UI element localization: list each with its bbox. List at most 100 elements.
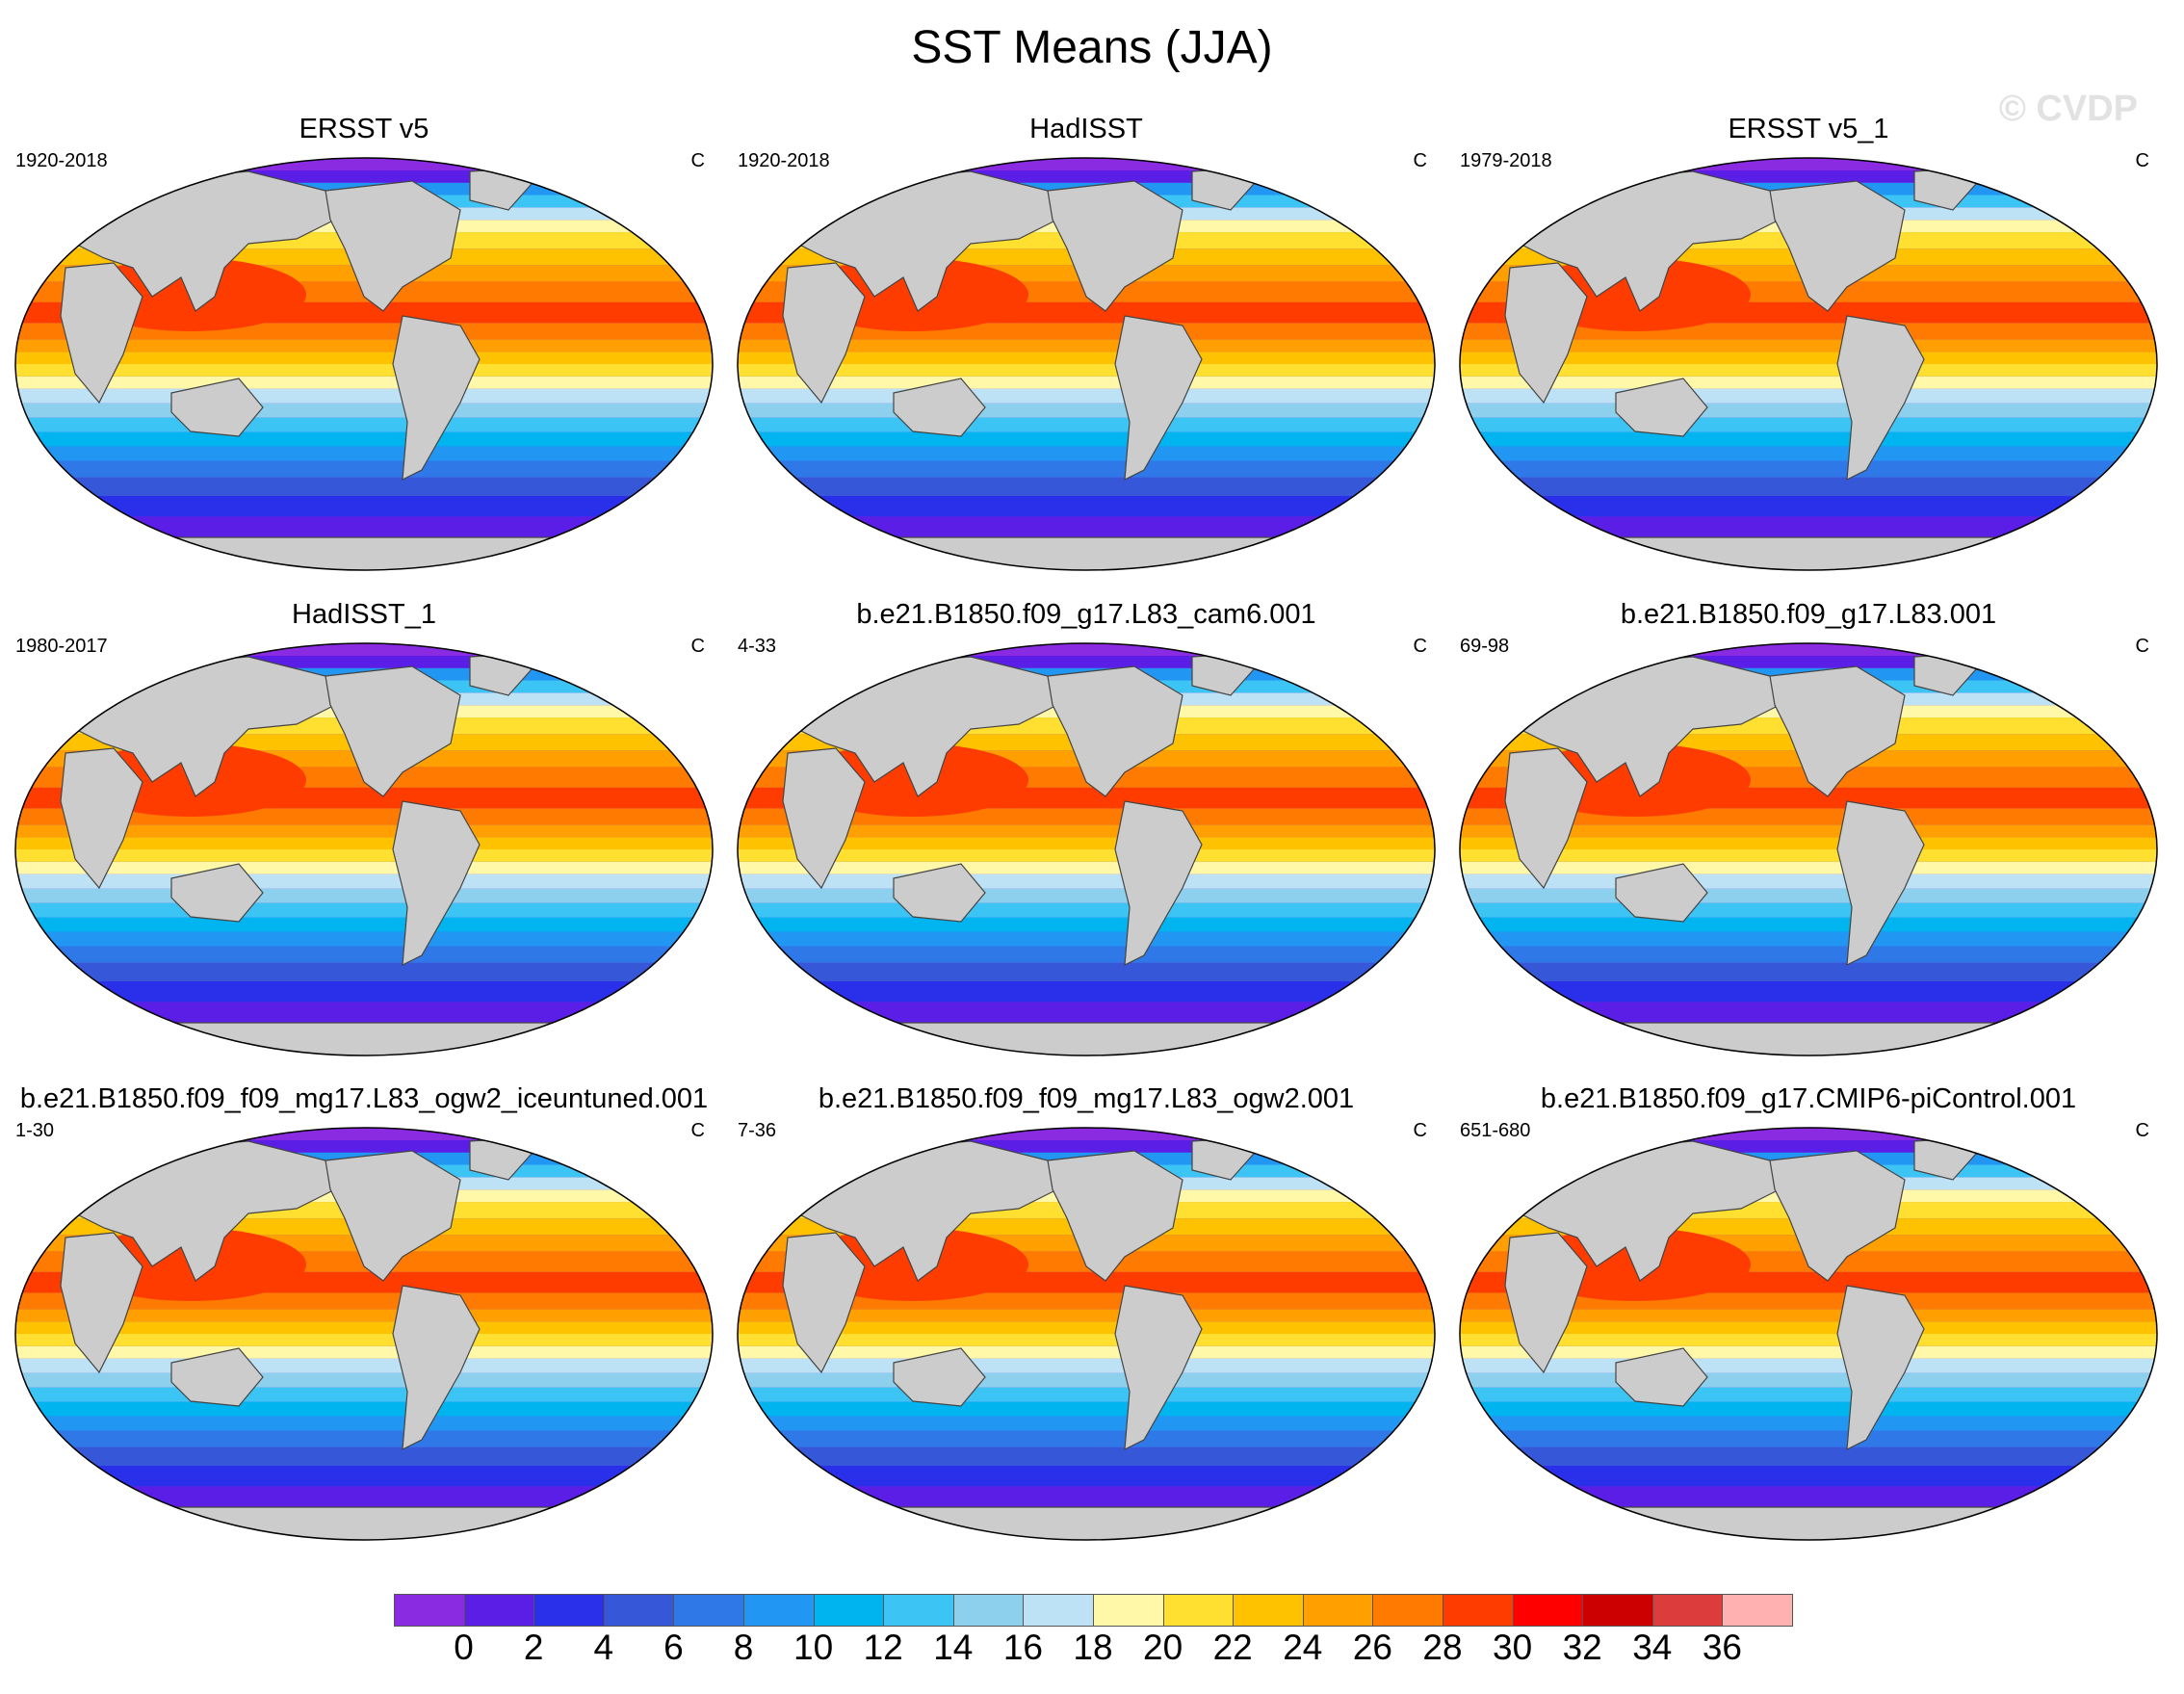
land-mass	[893, 378, 986, 437]
sst-band	[15, 1401, 713, 1417]
colorbar-label: 26	[1352, 1628, 1392, 1667]
sst-band	[738, 849, 1435, 862]
sst-band	[738, 446, 1435, 461]
sst-band	[15, 931, 713, 947]
sst-band	[1460, 403, 2157, 418]
sst-band	[15, 917, 713, 932]
sst-band	[15, 1387, 713, 1402]
colorbar-label: 12	[863, 1628, 903, 1667]
sst-band	[15, 376, 713, 389]
sst-map	[1459, 642, 2158, 1056]
panel-units: C	[690, 636, 705, 657]
land-mass	[170, 863, 264, 923]
sst-band	[1460, 446, 2157, 461]
map-panel: b.e21.B1850.f09_f09_mg17.L83_ogw2_iceunt…	[8, 1083, 720, 1546]
sst-map	[1459, 1127, 2158, 1541]
land-mass	[893, 863, 986, 923]
sst-band	[15, 902, 713, 918]
map-panel: HadISST_1 1980-2017 C	[8, 599, 720, 1061]
sst-band	[738, 1334, 1435, 1346]
map-panel: b.e21.B1850.f09_g17.CMIP6-piControl.001 6…	[1452, 1083, 2165, 1546]
sst-band	[1460, 1465, 2157, 1487]
sst-band	[15, 158, 713, 170]
sst-band	[738, 417, 1435, 432]
sst-band	[1460, 1358, 2157, 1373]
sst-band	[738, 169, 1435, 183]
sst-band	[738, 1358, 1435, 1373]
land-mass	[1504, 1232, 1588, 1374]
map-border	[14, 1127, 714, 1541]
sst-band	[738, 1387, 1435, 1402]
colorbar-label: 0	[454, 1628, 474, 1667]
sst-band	[738, 1401, 1435, 1417]
land-mass	[1504, 262, 1588, 404]
panel-title: b.e21.B1850.f09_f09_mg17.L83_ogw2_iceunt…	[19, 1083, 709, 1114]
sst-band	[15, 460, 713, 478]
sst-band	[738, 1416, 1435, 1431]
map-panel: ERSST v5 1920-2018 C	[8, 114, 720, 576]
sst-map	[14, 157, 714, 571]
panel-units: C	[1413, 1120, 1427, 1141]
sst-map	[737, 642, 1436, 1056]
sst-band	[1460, 1139, 2157, 1153]
sst-band	[15, 431, 713, 447]
sst-band	[738, 1430, 1435, 1447]
colorbar-label: 36	[1702, 1628, 1742, 1667]
map-panel: b.e21.B1850.f09_g17.L83_cam6.001 4-33 C	[730, 599, 1443, 1061]
land-mass	[1047, 665, 1183, 797]
land-mass	[1047, 1150, 1183, 1282]
sst-band	[738, 873, 1435, 889]
colorbar-box	[1093, 1594, 1164, 1627]
panel-years: 7-36	[738, 1120, 777, 1141]
sst-band	[738, 1345, 1435, 1359]
panel-years: 4-33	[738, 636, 777, 657]
sst-band	[738, 158, 1435, 170]
sst-band	[15, 1334, 713, 1346]
sst-band	[738, 655, 1435, 668]
land-mass	[392, 315, 481, 482]
sst-band	[738, 339, 1435, 352]
sst-band	[738, 403, 1435, 418]
colorbar-box	[673, 1594, 744, 1627]
colorbar-box	[1023, 1594, 1094, 1627]
sst-band	[738, 364, 1435, 377]
panel-years: 1-30	[15, 1120, 55, 1141]
sst-band	[15, 1416, 713, 1431]
sst-band	[1460, 364, 2157, 377]
colorbar-box	[1302, 1594, 1374, 1627]
sst-band	[15, 643, 713, 656]
colorbar-box	[813, 1594, 885, 1627]
colorbar-box	[743, 1594, 815, 1627]
colorbar-label: 30	[1493, 1628, 1533, 1667]
sst-map	[14, 1127, 714, 1541]
sst-band	[738, 352, 1435, 364]
colorbar-box	[883, 1594, 954, 1627]
sst-band	[1460, 1321, 2157, 1334]
panel-title: ERSST v5	[299, 114, 429, 144]
land-mass	[782, 1232, 866, 1374]
colorbar-box	[1651, 1594, 1724, 1627]
panel-title: b.e21.B1850.f09_g17.CMIP6-piControl.001	[1540, 1083, 2077, 1114]
sst-band	[738, 1446, 1435, 1466]
land-mass	[1836, 800, 1925, 967]
panel-years: 69-98	[1460, 636, 1510, 657]
colorbar-box	[463, 1594, 535, 1627]
colorbar-label: 2	[523, 1628, 544, 1667]
sst-band	[15, 339, 713, 352]
sst-band	[1460, 352, 2157, 364]
map-border	[737, 1127, 1436, 1541]
map-border	[737, 157, 1436, 571]
colorbar-label: 32	[1562, 1628, 1602, 1667]
sst-band	[15, 403, 713, 418]
sst-band	[15, 1358, 713, 1373]
land-mass	[1615, 1347, 1708, 1407]
colorbar-box	[1512, 1594, 1584, 1627]
sst-band	[15, 1372, 713, 1388]
land-mass	[1615, 378, 1708, 437]
sst-band	[15, 446, 713, 461]
map-panel: HadISST 1920-2018 C	[730, 114, 1443, 576]
sst-band	[1460, 388, 2157, 404]
colorbar-box	[952, 1594, 1025, 1627]
map-border	[1459, 157, 2158, 571]
sst-band	[15, 1321, 713, 1334]
